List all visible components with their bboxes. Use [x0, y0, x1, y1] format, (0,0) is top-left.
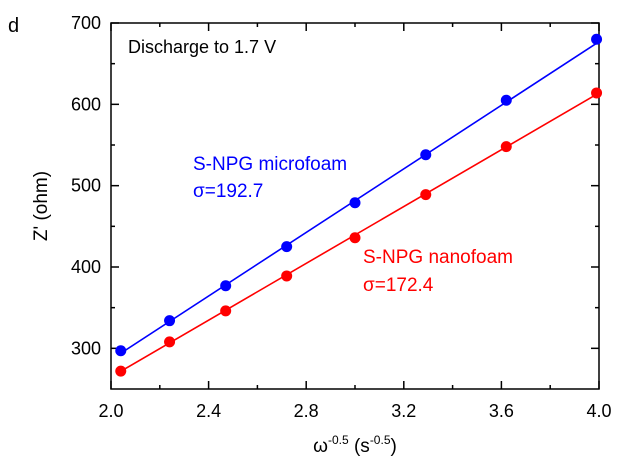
fit-line-series-1 [117, 92, 600, 374]
sigma-label-nanofoam: σ=172.4 [363, 275, 434, 296]
x-axis-label-unit-open: (s [349, 436, 370, 457]
x-tick-label: 4.0 [586, 401, 611, 421]
x-axis-label: ω-0.5 (s-0.5) [313, 433, 397, 457]
data-point-series-0 [349, 197, 361, 209]
data-point-series-0 [115, 345, 127, 357]
fit-line-series-0 [117, 41, 600, 356]
y-tick-label: 500 [71, 176, 101, 196]
data-point-series-1 [500, 141, 512, 153]
x-tick-label: 2.0 [98, 401, 123, 421]
y-tick-label: 700 [71, 13, 101, 33]
sigma-label-microfoam: σ=192.7 [193, 181, 263, 202]
data-point-series-1 [281, 270, 293, 282]
x-tick-label: 2.4 [196, 401, 221, 421]
data-point-series-0 [164, 315, 176, 327]
data-point-series-0 [500, 94, 512, 106]
data-point-series-0 [591, 33, 603, 45]
data-point-series-0 [281, 241, 293, 253]
series-label-microfoam: S-NPG microfoam [193, 154, 347, 175]
x-tick-label: 3.2 [391, 401, 416, 421]
data-point-series-0 [220, 280, 232, 292]
data-point-series-1 [591, 87, 603, 99]
chart-annotation: Discharge to 1.7 V [128, 37, 276, 57]
x-axis-label-base: ω [313, 436, 328, 457]
series-label-nanofoam: S-NPG nanofoam [363, 247, 513, 268]
data-point-series-1 [420, 189, 432, 201]
y-tick-label: 400 [71, 257, 101, 277]
x-tick-label: 2.8 [294, 401, 319, 421]
panel-label: d [8, 15, 19, 37]
x-axis-label-unit-exp: -0.5 [370, 433, 391, 447]
x-axis-label-exp: -0.5 [328, 433, 349, 447]
axis-ticks: 2.0 2.4 2.8 3.2 3.6 4.0 300 400 500 600 700 [71, 13, 612, 421]
data-point-series-0 [420, 149, 432, 161]
data-point-series-1 [164, 336, 176, 348]
data-point-series-1 [115, 365, 127, 377]
data-point-series-1 [220, 305, 232, 317]
y-axis-label: Z' (ohm) [31, 171, 52, 241]
x-axis-label-unit-close: ) [391, 436, 397, 457]
y-tick-label: 600 [71, 94, 101, 114]
x-tick-label: 3.6 [489, 401, 514, 421]
data-marks [115, 33, 603, 377]
data-point-series-1 [349, 232, 361, 244]
y-tick-label: 300 [71, 338, 101, 358]
